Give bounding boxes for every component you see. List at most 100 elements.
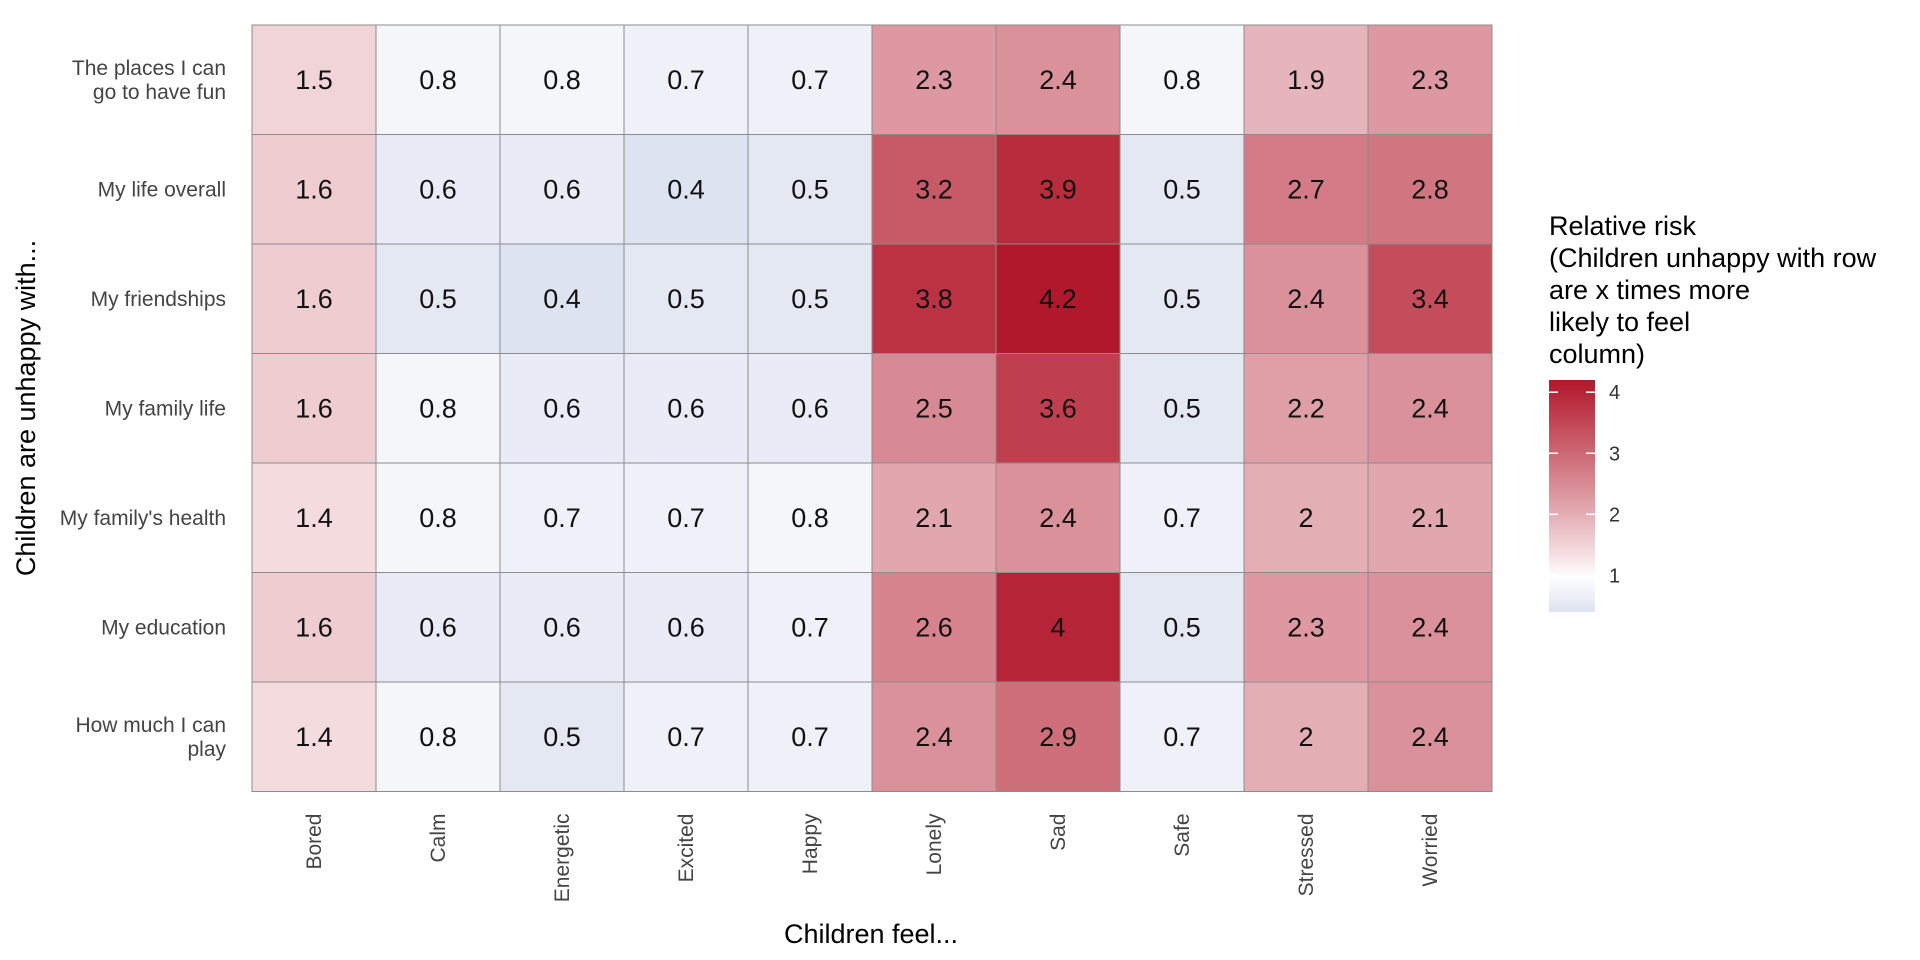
heatmap-cell [747, 134, 873, 245]
heatmap-cell [1367, 353, 1493, 464]
heatmap-cell-value: 0.4 [543, 284, 581, 314]
heatmap-cell [1243, 572, 1369, 683]
heatmap-cell-value: 2.3 [915, 65, 953, 95]
heatmap-cell-value: 2.4 [1039, 65, 1077, 95]
heatmap-cell-value: 0.6 [667, 393, 705, 423]
heatmap-cell [375, 24, 501, 135]
heatmap-cell-value: 1.5 [295, 65, 333, 95]
heatmap-cell-value: 0.5 [1163, 612, 1201, 642]
heatmap-cell-value: 0.8 [419, 722, 457, 752]
heatmap-cell [1119, 681, 1245, 792]
heatmap-cell [499, 24, 625, 135]
heatmap-cell-value: 0.7 [791, 722, 829, 752]
heatmap-cell [747, 462, 873, 573]
heatmap-cell-value: 0.8 [791, 503, 829, 533]
heatmap-cell-value: 4.2 [1039, 284, 1077, 314]
heatmap-cell [251, 353, 377, 464]
heatmap-cell-value: 0.5 [543, 722, 581, 752]
heatmap-cell-value: 2 [1298, 503, 1313, 533]
heatmap-cell-value: 0.7 [1163, 722, 1201, 752]
heatmap-cell [623, 24, 749, 135]
heatmap-cell [251, 681, 377, 792]
heatmap-cell [1119, 24, 1245, 135]
heatmap-cell-value: 0.6 [543, 174, 581, 204]
heatmap-cell [1119, 134, 1245, 245]
heatmap-cell [375, 462, 501, 573]
legend-tick-label: 3 [1609, 443, 1620, 465]
x-axis-tick-label: Safe [1171, 814, 1194, 857]
legend-title-text: Relative risk (Children unhappy with row a… [1549, 211, 1877, 369]
heatmap-cell [1243, 134, 1369, 245]
x-axis-tick-label: Calm [427, 814, 450, 863]
heatmap-cell-value: 2.9 [1039, 722, 1077, 752]
heatmap-cell-value: 3.9 [1039, 174, 1077, 204]
heatmap-cell-value: 2.3 [1411, 65, 1449, 95]
heatmap-cell-value: 1.6 [295, 284, 333, 314]
heatmap-cell [623, 572, 749, 683]
heatmap-cell-value: 2.2 [1287, 393, 1325, 423]
heatmap-cell-value: 1.6 [295, 612, 333, 642]
heatmap-cell [747, 353, 873, 464]
heatmap-cell-value: 0.7 [667, 65, 705, 95]
heatmap-cell-value: 2.4 [1039, 503, 1077, 533]
heatmap-cell-value: 0.6 [667, 612, 705, 642]
heatmap-cell-value: 2.7 [1287, 174, 1325, 204]
legend-ticks: 1 2 3 4 [1549, 382, 1620, 587]
y-axis-tick-label: My family's health [60, 507, 226, 530]
heatmap-cell [747, 24, 873, 135]
heatmap-cell [871, 24, 997, 135]
heatmap-cell [251, 243, 377, 354]
heatmap-cell [1243, 243, 1369, 354]
heatmap-cell-value: 2.4 [1411, 612, 1449, 642]
heatmap-cell-value: 1.4 [295, 503, 333, 533]
heatmap-cell [623, 134, 749, 245]
heatmap-cell-value: 0.7 [543, 503, 581, 533]
heatmap-cell-value: 0.6 [791, 393, 829, 423]
heatmap-cell [1367, 24, 1493, 135]
x-axis-tick-label: Sad [1047, 814, 1070, 851]
heatmap-cell-value: 0.7 [791, 612, 829, 642]
x-axis-tick-label: Lonely [923, 813, 946, 875]
legend-tick-label: 2 [1609, 504, 1620, 526]
heatmap-cell-value: 0.5 [791, 174, 829, 204]
heatmap-cell-value: 2.1 [1411, 503, 1449, 533]
heatmap-cell [1243, 353, 1369, 464]
heatmap-cell [747, 243, 873, 354]
heatmap-cell [1243, 462, 1369, 573]
heatmap-cell [995, 681, 1121, 792]
heatmap-cell [1367, 462, 1493, 573]
heatmap-cell-value: 0.5 [419, 284, 457, 314]
heatmap-cell [1119, 243, 1245, 354]
y-axis-tick-label: My friendships [91, 288, 226, 311]
heatmap-cell-value: 1.6 [295, 393, 333, 423]
heatmap-cell [995, 353, 1121, 464]
heatmap-cell-value: 0.7 [667, 503, 705, 533]
heatmap-cell-value: 1.4 [295, 722, 333, 752]
heatmap-cell-value: 0.6 [543, 393, 581, 423]
heatmap-cell-value: 1.6 [295, 174, 333, 204]
heatmap-cell [871, 572, 997, 683]
heatmap-cell-value: 2.4 [1411, 393, 1449, 423]
heatmap-cell [747, 572, 873, 683]
color-legend: Relative risk (Children unhappy with row a… [1549, 211, 1877, 612]
heatmap-cell [1243, 681, 1369, 792]
heatmap-cell-value: 2.8 [1411, 174, 1449, 204]
x-axis-tick-label: Worried [1419, 814, 1442, 887]
heatmap-cell [251, 572, 377, 683]
heatmap-cell [499, 681, 625, 792]
heatmap-cell-value: 0.5 [1163, 284, 1201, 314]
heatmap-cell-value: 0.5 [1163, 174, 1201, 204]
heatmap-cell-value: 0.7 [667, 722, 705, 752]
x-axis-tick-labels: Bored Calm Energetic Excited Happy Lonely Sad S… [303, 813, 1442, 902]
x-axis-title: Children feel... [784, 919, 958, 949]
heatmap-cell-value: 2.4 [1287, 284, 1325, 314]
heatmap-cell-value: 3.4 [1411, 284, 1449, 314]
heatmap-cell-value: 1.9 [1287, 65, 1325, 95]
x-axis-tick-label: Stressed [1295, 814, 1318, 897]
legend-title: Relative risk (Children unhappy with row a… [1549, 211, 1877, 369]
heatmap-cell [499, 462, 625, 573]
x-axis-tick-label: Excited [675, 814, 698, 883]
heatmap-cell [623, 681, 749, 792]
heatmap-cell [871, 134, 997, 245]
